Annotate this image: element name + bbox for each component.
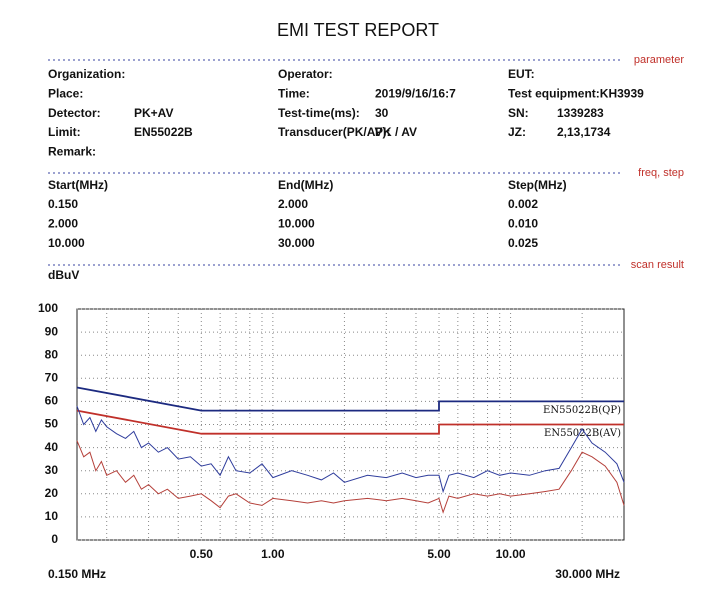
series-line [76,409,624,435]
freq-cell: 10.000 [278,216,315,230]
y-tick-label: 40 [45,440,59,454]
param-value: 30 [375,106,389,120]
report-title: EMI TEST REPORT [277,20,439,40]
param-label: Place: [48,86,83,100]
param-label: JZ: [508,125,526,139]
series-line [76,440,625,514]
freq-cell: 2.000 [48,216,78,230]
param-label: Remark: [48,144,96,158]
param-label: Organization: [48,67,125,81]
param-label: Limit: [48,125,81,139]
series-line [76,405,625,494]
x-tick-label: 10.00 [496,547,526,561]
x-start-label: 0.150 MHz [48,567,106,581]
limit-label: EN55022B(AV) [544,428,621,439]
param-label: Time: [278,86,310,100]
param-value: PK+AV [134,106,173,120]
y-tick-label: 80 [45,347,59,361]
x-tick-label: 0.50 [190,547,214,561]
y-tick-label: 30 [45,463,59,477]
x-end-label: 30.000 MHz [555,567,620,581]
series-line [76,386,624,412]
y-tick-label: 100 [38,301,58,315]
freq-header: Start(MHz) [48,178,108,192]
param-value: 2,13,1734 [557,125,611,139]
y-tick-label: 50 [45,417,59,431]
param-label: EUT: [508,67,535,81]
x-tick-label: 1.00 [261,547,285,561]
freq-header: End(MHz) [278,178,333,192]
freq-header: Step(MHz) [508,178,567,192]
param-label: SN: [508,106,529,120]
section-label: parameter [634,54,684,66]
x-tick-label: 5.00 [427,547,451,561]
y-tick-label: 60 [45,394,59,408]
param-value: 2019/9/16/16:7 [375,86,456,100]
y-tick-label: 10 [45,509,59,523]
freq-cell: 0.025 [508,236,538,250]
param-value: PK / AV [375,125,417,139]
section-label: scan result [631,259,684,271]
y-tick-label: 70 [45,370,59,384]
section-label: freq, step [638,167,684,179]
param-value: EN55022B [134,125,193,139]
freq-cell: 0.002 [508,197,538,211]
freq-cell: 30.000 [278,236,315,250]
y-tick-label: 90 [45,324,59,338]
freq-cell: 10.000 [48,236,85,250]
limit-label: EN55022B(QP) [543,405,621,416]
param-label: Operator: [278,67,333,81]
param-label: Test-time(ms): [278,106,360,120]
freq-cell: 0.010 [508,216,538,230]
y-tick-label: 0 [51,532,58,546]
param-label: Test equipment:KH3939 [508,86,644,100]
freq-cell: 0.150 [48,197,78,211]
param-label: Transducer(PK/AV): [278,125,390,139]
param-value: 1339283 [557,106,604,120]
y-tick-label: 20 [45,486,59,500]
freq-cell: 2.000 [278,197,308,211]
param-label: Detector: [48,106,101,120]
y-axis-label: dBuV [48,268,79,282]
